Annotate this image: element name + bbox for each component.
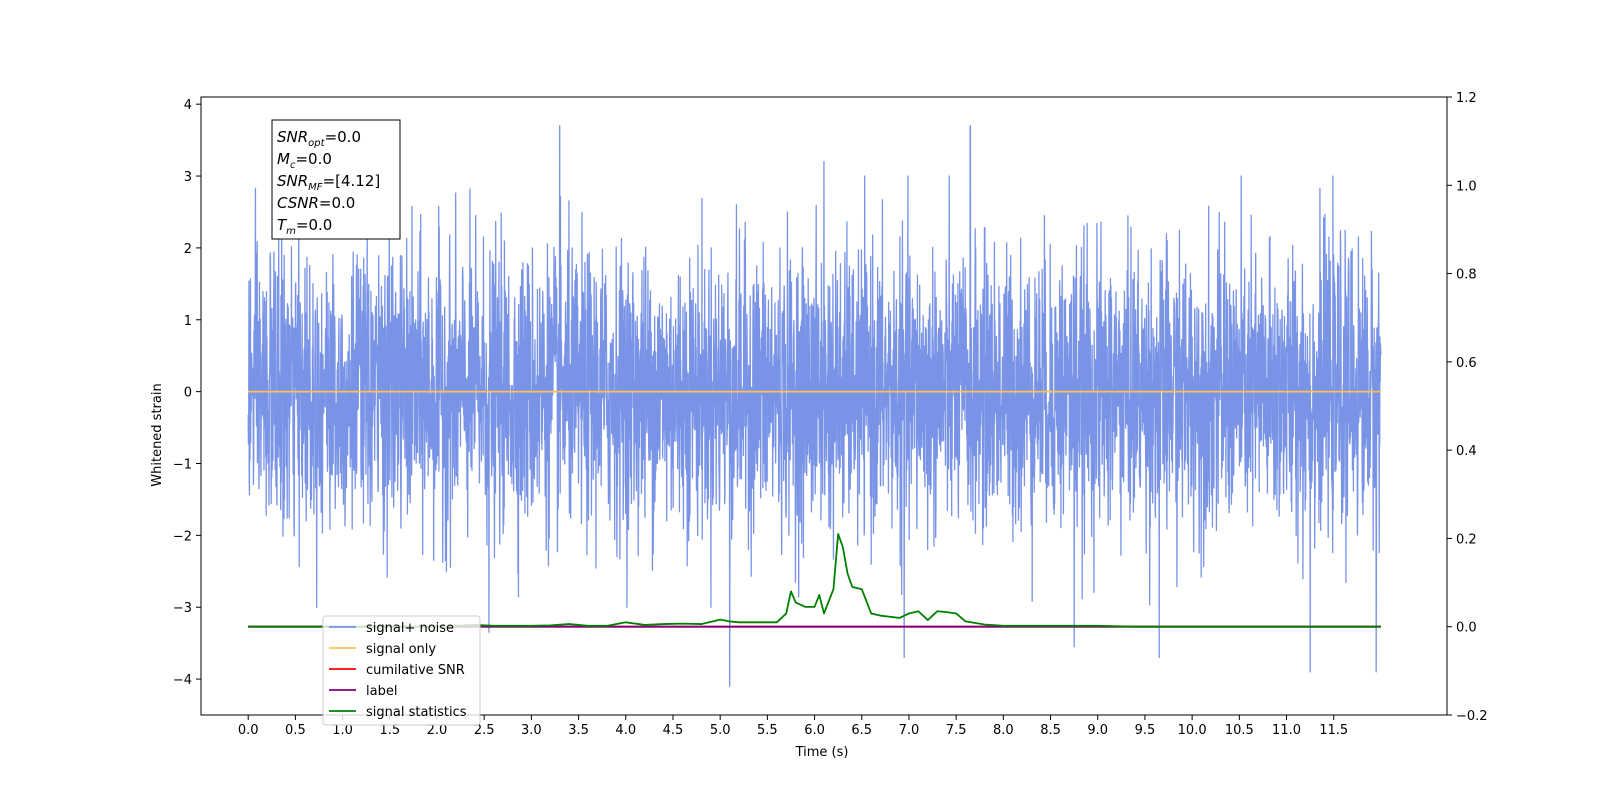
right-y-tick-label: 1.0 [1456,179,1477,194]
x-tick-label: 11.5 [1319,723,1348,738]
axes-frame [200,96,1448,716]
y-tick-label: 1 [184,314,192,329]
x-tick-label: 6.5 [851,723,872,738]
right-y-tick-label: 1.2 [1456,91,1477,106]
x-tick-label: 1.0 [332,723,353,738]
x-tick-label: 3.5 [568,723,589,738]
legend-label-label: label [366,684,397,699]
right-y-tick-label: 0.8 [1456,268,1477,283]
right-y-axis-ticks: −0.2 0.0 0.2 0.4 0.6 0.8 1.0 1.2 [1447,91,1488,724]
legend-label-signal-statistics: signal statistics [366,705,467,720]
stats-line-snr-opt: SNRopt=0.0 [277,128,361,149]
x-tick-label: 0.0 [238,723,259,738]
x-tick-label: 5.0 [710,723,731,738]
series-signal-statistics [248,533,1381,628]
x-tick-label: 9.0 [1087,723,1108,738]
y-tick-label: 4 [184,98,192,113]
x-tick-label: 1.5 [379,723,400,738]
right-y-tick-label: 0.4 [1456,444,1477,459]
legend: signal+ noise signal only cumilative SNR la… [322,615,481,726]
x-tick-label: 11.0 [1272,723,1301,738]
left-y-axis-ticks: −4 −3 −2 −1 0 1 2 3 4 [173,98,201,688]
x-tick-label: 5.5 [757,723,778,738]
x-tick-label: 2.0 [427,723,448,738]
legend-label-signal-only: signal only [366,642,436,657]
stats-line-csnr: CSNR=0.0 [277,194,355,212]
x-tick-label: 0.5 [285,723,306,738]
x-tick-label: 7.5 [946,723,967,738]
y-axis-label: Whitened strain [150,383,165,486]
series-signal-noise [247,125,1382,687]
y-tick-label: −4 [173,673,192,688]
right-y-tick-label: −0.2 [1456,709,1488,724]
y-tick-label: 0 [184,386,192,401]
x-tick-label: 2.5 [474,723,495,738]
x-tick-label: 4.5 [663,723,684,738]
stats-box-frame [271,119,401,240]
y-tick-label: −3 [173,601,192,616]
stats-line-snr-mf: SNRMF=[4.12] [277,172,380,193]
x-tick-label: 8.5 [1040,723,1061,738]
axes-border [200,96,1448,716]
x-tick-label: 10.5 [1225,723,1254,738]
legend-label-signal-noise: signal+ noise [366,621,454,636]
x-axis-ticks: 0.0 0.5 1.0 1.5 2.0 2.5 3.0 3.5 4.0 4.5 5.0 5.5 6.0 6… [238,715,1348,738]
x-tick-label: 3.0 [521,723,542,738]
x-tick-label: 7.0 [899,723,920,738]
x-axis-label: Time (s) [795,745,849,760]
x-tick-label: 9.5 [1135,723,1156,738]
legend-label-cumilative-snr: cumilative SNR [366,663,465,678]
x-tick-label: 4.0 [615,723,636,738]
y-tick-label: 2 [184,242,192,257]
x-tick-label: 8.0 [993,723,1014,738]
right-y-tick-label: 0.6 [1456,356,1477,371]
right-y-tick-label: 0.0 [1456,621,1477,636]
stats-line-m-c: Mc=0.0 [277,150,332,171]
legend-frame [322,615,481,726]
stats-line-t-m: Tm=0.0 [277,216,332,237]
x-tick-label: 10.0 [1178,723,1207,738]
x-tick-label: 6.0 [804,723,825,738]
y-tick-label: −2 [173,529,192,544]
y-tick-label: 3 [184,170,192,185]
y-tick-label: −1 [173,457,192,472]
right-y-tick-label: 0.2 [1456,532,1477,547]
